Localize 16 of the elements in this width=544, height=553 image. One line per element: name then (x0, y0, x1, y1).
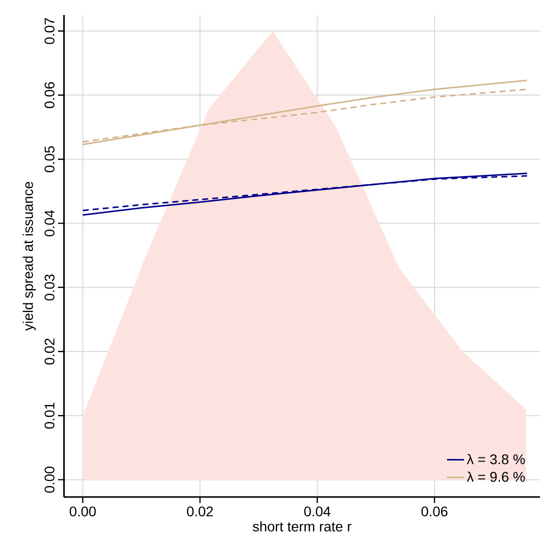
y-tick-label: 0.02 (44, 338, 54, 365)
y-tick-label: 0.06 (44, 82, 54, 108)
legend-label: λ = 9.6 % (466, 472, 525, 482)
y-tick-label: 0.07 (44, 18, 54, 44)
x-tick-label: 0.04 (304, 506, 330, 516)
x-tick-label: 0.02 (186, 506, 213, 516)
y-axis-title: yield spread at issuance (22, 182, 36, 331)
legend-label: λ = 3.8 % (466, 454, 525, 464)
x-tick-label: 0.00 (70, 506, 96, 516)
y-tick-label: 0.00 (44, 466, 54, 493)
y-tick-label: 0.05 (44, 146, 54, 172)
x-axis-title: short term rate r (252, 521, 352, 532)
y-tick-label: 0.01 (44, 402, 54, 429)
y-tick-label: 0.03 (44, 274, 54, 300)
y-tick-label: 0.04 (44, 210, 54, 236)
x-tick-label: 0.06 (421, 506, 448, 516)
